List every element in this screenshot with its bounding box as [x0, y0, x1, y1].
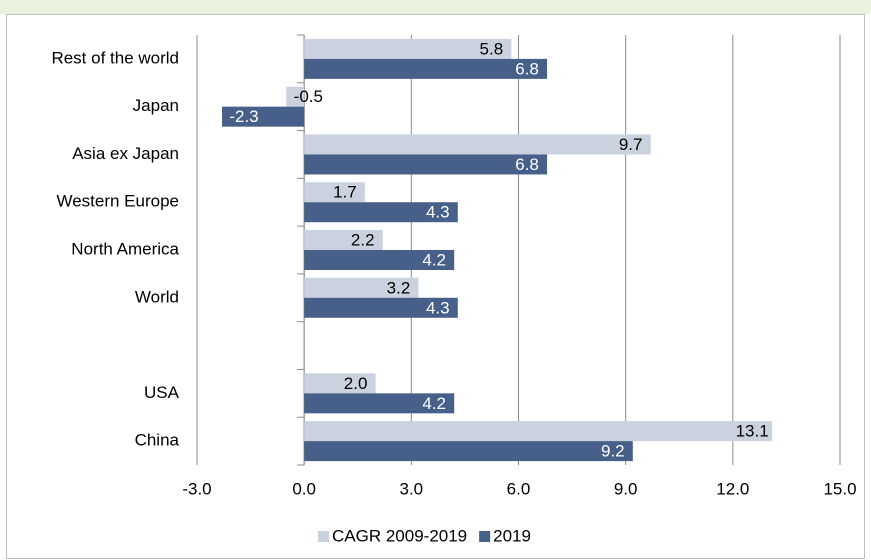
- data-label: 4.3: [426, 298, 450, 317]
- x-tick-label: 6.0: [507, 479, 531, 498]
- y-tick-label: Western Europe: [56, 192, 179, 211]
- y-tick-label: Japan: [133, 96, 179, 115]
- bar: [304, 182, 365, 203]
- bar: [304, 393, 455, 414]
- data-label: 2.0: [344, 374, 368, 393]
- data-label: 4.2: [422, 250, 446, 269]
- data-label: 4.3: [426, 203, 450, 222]
- data-label: 3.2: [387, 278, 411, 297]
- bar: [304, 154, 548, 175]
- bar: [304, 38, 512, 59]
- bar: [304, 202, 458, 223]
- top-band: [0, 0, 871, 14]
- data-label: 2.2: [351, 230, 375, 249]
- y-tick-label: North America: [71, 239, 179, 258]
- x-tick-label: -3.0: [182, 479, 211, 498]
- legend-swatch: [318, 531, 329, 542]
- data-label: 4.2: [422, 394, 446, 413]
- y-tick-label: China: [135, 431, 180, 450]
- data-label: -2.3: [229, 107, 258, 126]
- bar: [304, 230, 383, 250]
- data-label: 13.1: [736, 422, 769, 441]
- bar: [304, 421, 773, 442]
- data-label: 9.7: [619, 135, 643, 154]
- bar: [304, 134, 651, 155]
- data-label: 6.8: [515, 155, 539, 174]
- data-label: -0.5: [294, 87, 323, 106]
- bar: [304, 297, 458, 318]
- x-tick-label: 3.0: [400, 479, 424, 498]
- x-tick-label: 0.0: [292, 479, 316, 498]
- frame: [6, 14, 865, 559]
- y-tick-label: World: [135, 287, 179, 306]
- x-tick-label: 9.0: [614, 479, 638, 498]
- data-label: 5.8: [480, 39, 504, 58]
- bar: [304, 250, 455, 270]
- y-tick-label: USA: [144, 383, 180, 402]
- y-tick-label: Rest of the world: [51, 48, 179, 67]
- data-label: 9.2: [601, 442, 625, 461]
- y-tick-label: Asia ex Japan: [72, 144, 179, 163]
- bar: [304, 441, 633, 462]
- x-tick-label: 12.0: [716, 479, 749, 498]
- x-tick-label: 15.0: [823, 479, 856, 498]
- bar: [304, 277, 419, 298]
- data-label: 1.7: [333, 183, 357, 202]
- legend-label: 2019: [493, 526, 531, 545]
- bar: [222, 106, 305, 127]
- legend-label: CAGR 2009-2019: [332, 526, 467, 545]
- bar: [304, 373, 376, 394]
- bar: [304, 58, 548, 79]
- bar: [286, 86, 305, 107]
- data-label: 6.8: [515, 59, 539, 78]
- legend-swatch: [479, 531, 491, 542]
